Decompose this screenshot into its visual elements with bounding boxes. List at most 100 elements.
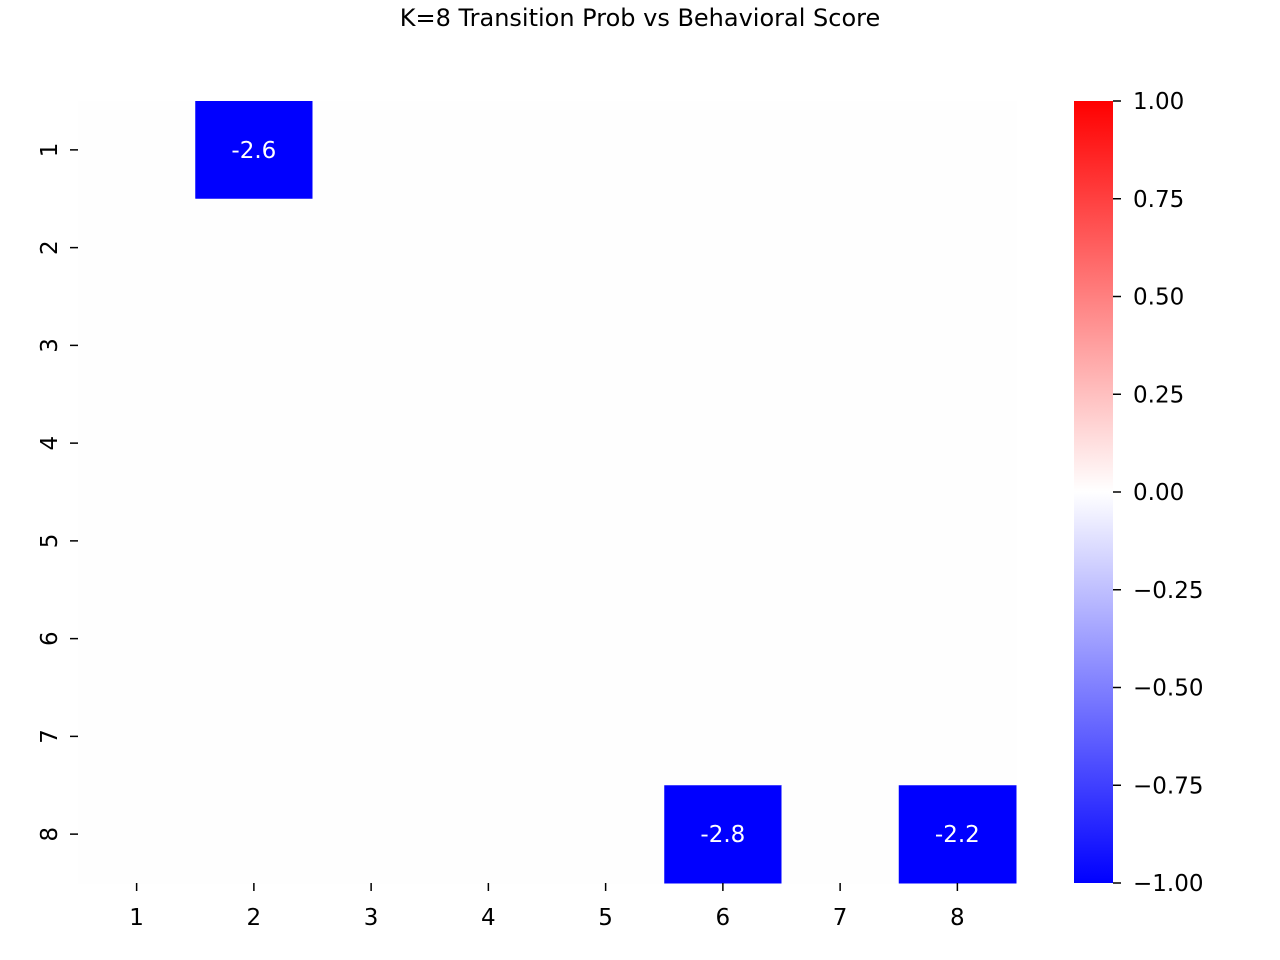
heatmap-cell	[312, 394, 431, 493]
heatmap-cells	[78, 101, 1017, 884]
heatmap-cell	[781, 589, 900, 688]
x-tick-label: 7	[833, 905, 848, 931]
heatmap-cell	[195, 785, 313, 884]
heatmap-cell	[664, 492, 782, 591]
heatmap-cell	[78, 296, 196, 395]
heatmap-cell	[664, 101, 782, 200]
y-tick-label: 5	[37, 534, 63, 549]
heatmap-cell	[547, 589, 665, 688]
heatmap-cell	[78, 589, 196, 688]
heatmap-cell	[898, 589, 1017, 688]
heatmap-cell	[898, 198, 1017, 297]
heatmap-cell	[429, 394, 548, 493]
heatmap-cell	[195, 296, 313, 395]
y-axis: 1 2 3 4 5 6 7 8	[37, 143, 78, 842]
colorbar-tick-label: −0.25	[1133, 578, 1203, 604]
heatmap-cell	[547, 687, 665, 786]
heatmap-cell	[547, 785, 665, 884]
colorbar-tick-label: 0.00	[1133, 480, 1184, 506]
y-tick-label: 2	[37, 240, 63, 255]
cell-value-label: -2.6	[231, 138, 276, 164]
heatmap-cell	[78, 101, 196, 200]
heatmap-cell	[429, 198, 548, 297]
heatmap-cell	[781, 198, 900, 297]
colorbar-tick-label: 1.00	[1133, 89, 1184, 115]
heatmap-cell	[664, 785, 782, 884]
heatmap-cell	[664, 687, 782, 786]
heatmap-cell	[195, 492, 313, 591]
heatmap-cell	[429, 785, 548, 884]
x-tick-label: 3	[364, 905, 379, 931]
heatmap-cell	[429, 296, 548, 395]
heatmap-cell	[78, 198, 196, 297]
x-tick-label: 1	[129, 905, 144, 931]
colorbar: 1.00 0.75 0.50 0.25 0.00 −0.25 −0.50 −0.75 −1.00	[1074, 89, 1203, 897]
heatmap-cell	[547, 296, 665, 395]
x-tick-label: 2	[247, 905, 262, 931]
y-tick-label: 1	[37, 143, 63, 158]
cell-value-label: -2.8	[700, 822, 745, 848]
x-tick-label: 5	[598, 905, 613, 931]
heatmap-cell	[547, 492, 665, 591]
x-axis: 1 2 3 4 5 6 7 8	[129, 883, 965, 931]
x-tick-label: 8	[950, 905, 965, 931]
heatmap-cell	[898, 394, 1017, 493]
heatmap-cell	[78, 394, 196, 493]
colorbar-tick-label: 0.75	[1133, 187, 1184, 213]
colorbar-gradient	[1074, 101, 1113, 883]
colorbar-tick-label: 0.25	[1133, 382, 1184, 408]
heatmap-cell	[898, 101, 1017, 200]
heatmap-cell	[898, 492, 1017, 591]
heatmap-cell	[78, 785, 196, 884]
heatmap-cell	[781, 296, 900, 395]
y-tick-label: 7	[37, 729, 63, 744]
heatmap-cell	[664, 589, 782, 688]
heatmap-cell	[898, 687, 1017, 786]
heatmap-cell	[429, 589, 548, 688]
colorbar-tick-label: −0.50	[1133, 676, 1203, 702]
heatmap-cell	[781, 785, 900, 884]
heatmap-cell	[429, 492, 548, 591]
chart-title: K=8 Transition Prob vs Behavioral Score	[400, 4, 881, 32]
heatmap-cell	[664, 296, 782, 395]
heatmap-cell	[664, 394, 782, 493]
heatmap-cell	[312, 296, 431, 395]
heatmap-cell	[781, 394, 900, 493]
y-tick-label: 3	[37, 338, 63, 353]
heatmap-cell	[898, 296, 1017, 395]
heatmap-cell	[195, 394, 313, 493]
heatmap-cell	[781, 101, 900, 200]
heatmap-cell	[312, 101, 431, 200]
x-tick-label: 6	[716, 905, 731, 931]
y-tick-label: 8	[37, 827, 63, 842]
heatmap-cell	[547, 198, 665, 297]
heatmap-cell	[312, 589, 431, 688]
heatmap-cell	[429, 101, 548, 200]
heatmap-cell-labels: -2.6 -2.8 -2.2	[231, 138, 979, 848]
heatmap-cell	[195, 687, 313, 786]
heatmap-cell	[195, 589, 313, 688]
heatmap-cell	[78, 492, 196, 591]
x-tick-label: 4	[481, 905, 496, 931]
heatmap-cell	[898, 785, 1017, 884]
colorbar-tick-label: 0.50	[1133, 285, 1184, 311]
y-tick-label: 4	[37, 436, 63, 451]
heatmap-cell	[195, 101, 313, 200]
heatmap-cell	[312, 198, 431, 297]
heatmap-cell	[429, 687, 548, 786]
colorbar-tick-label: −0.75	[1133, 773, 1203, 799]
cell-value-label: -2.2	[935, 822, 980, 848]
heatmap-cell	[781, 687, 900, 786]
heatmap-cell	[78, 687, 196, 786]
heatmap-cell	[312, 492, 431, 591]
colorbar-tick-label: −1.00	[1133, 871, 1203, 897]
heatmap-cell	[312, 687, 431, 786]
heatmap-cell	[312, 785, 431, 884]
heatmap-cell	[547, 101, 665, 200]
heatmap-cell	[195, 198, 313, 297]
y-tick-label: 6	[37, 631, 63, 646]
heatmap-cell	[547, 394, 665, 493]
heatmap-cell	[664, 198, 782, 297]
heatmap-cell	[781, 492, 900, 591]
